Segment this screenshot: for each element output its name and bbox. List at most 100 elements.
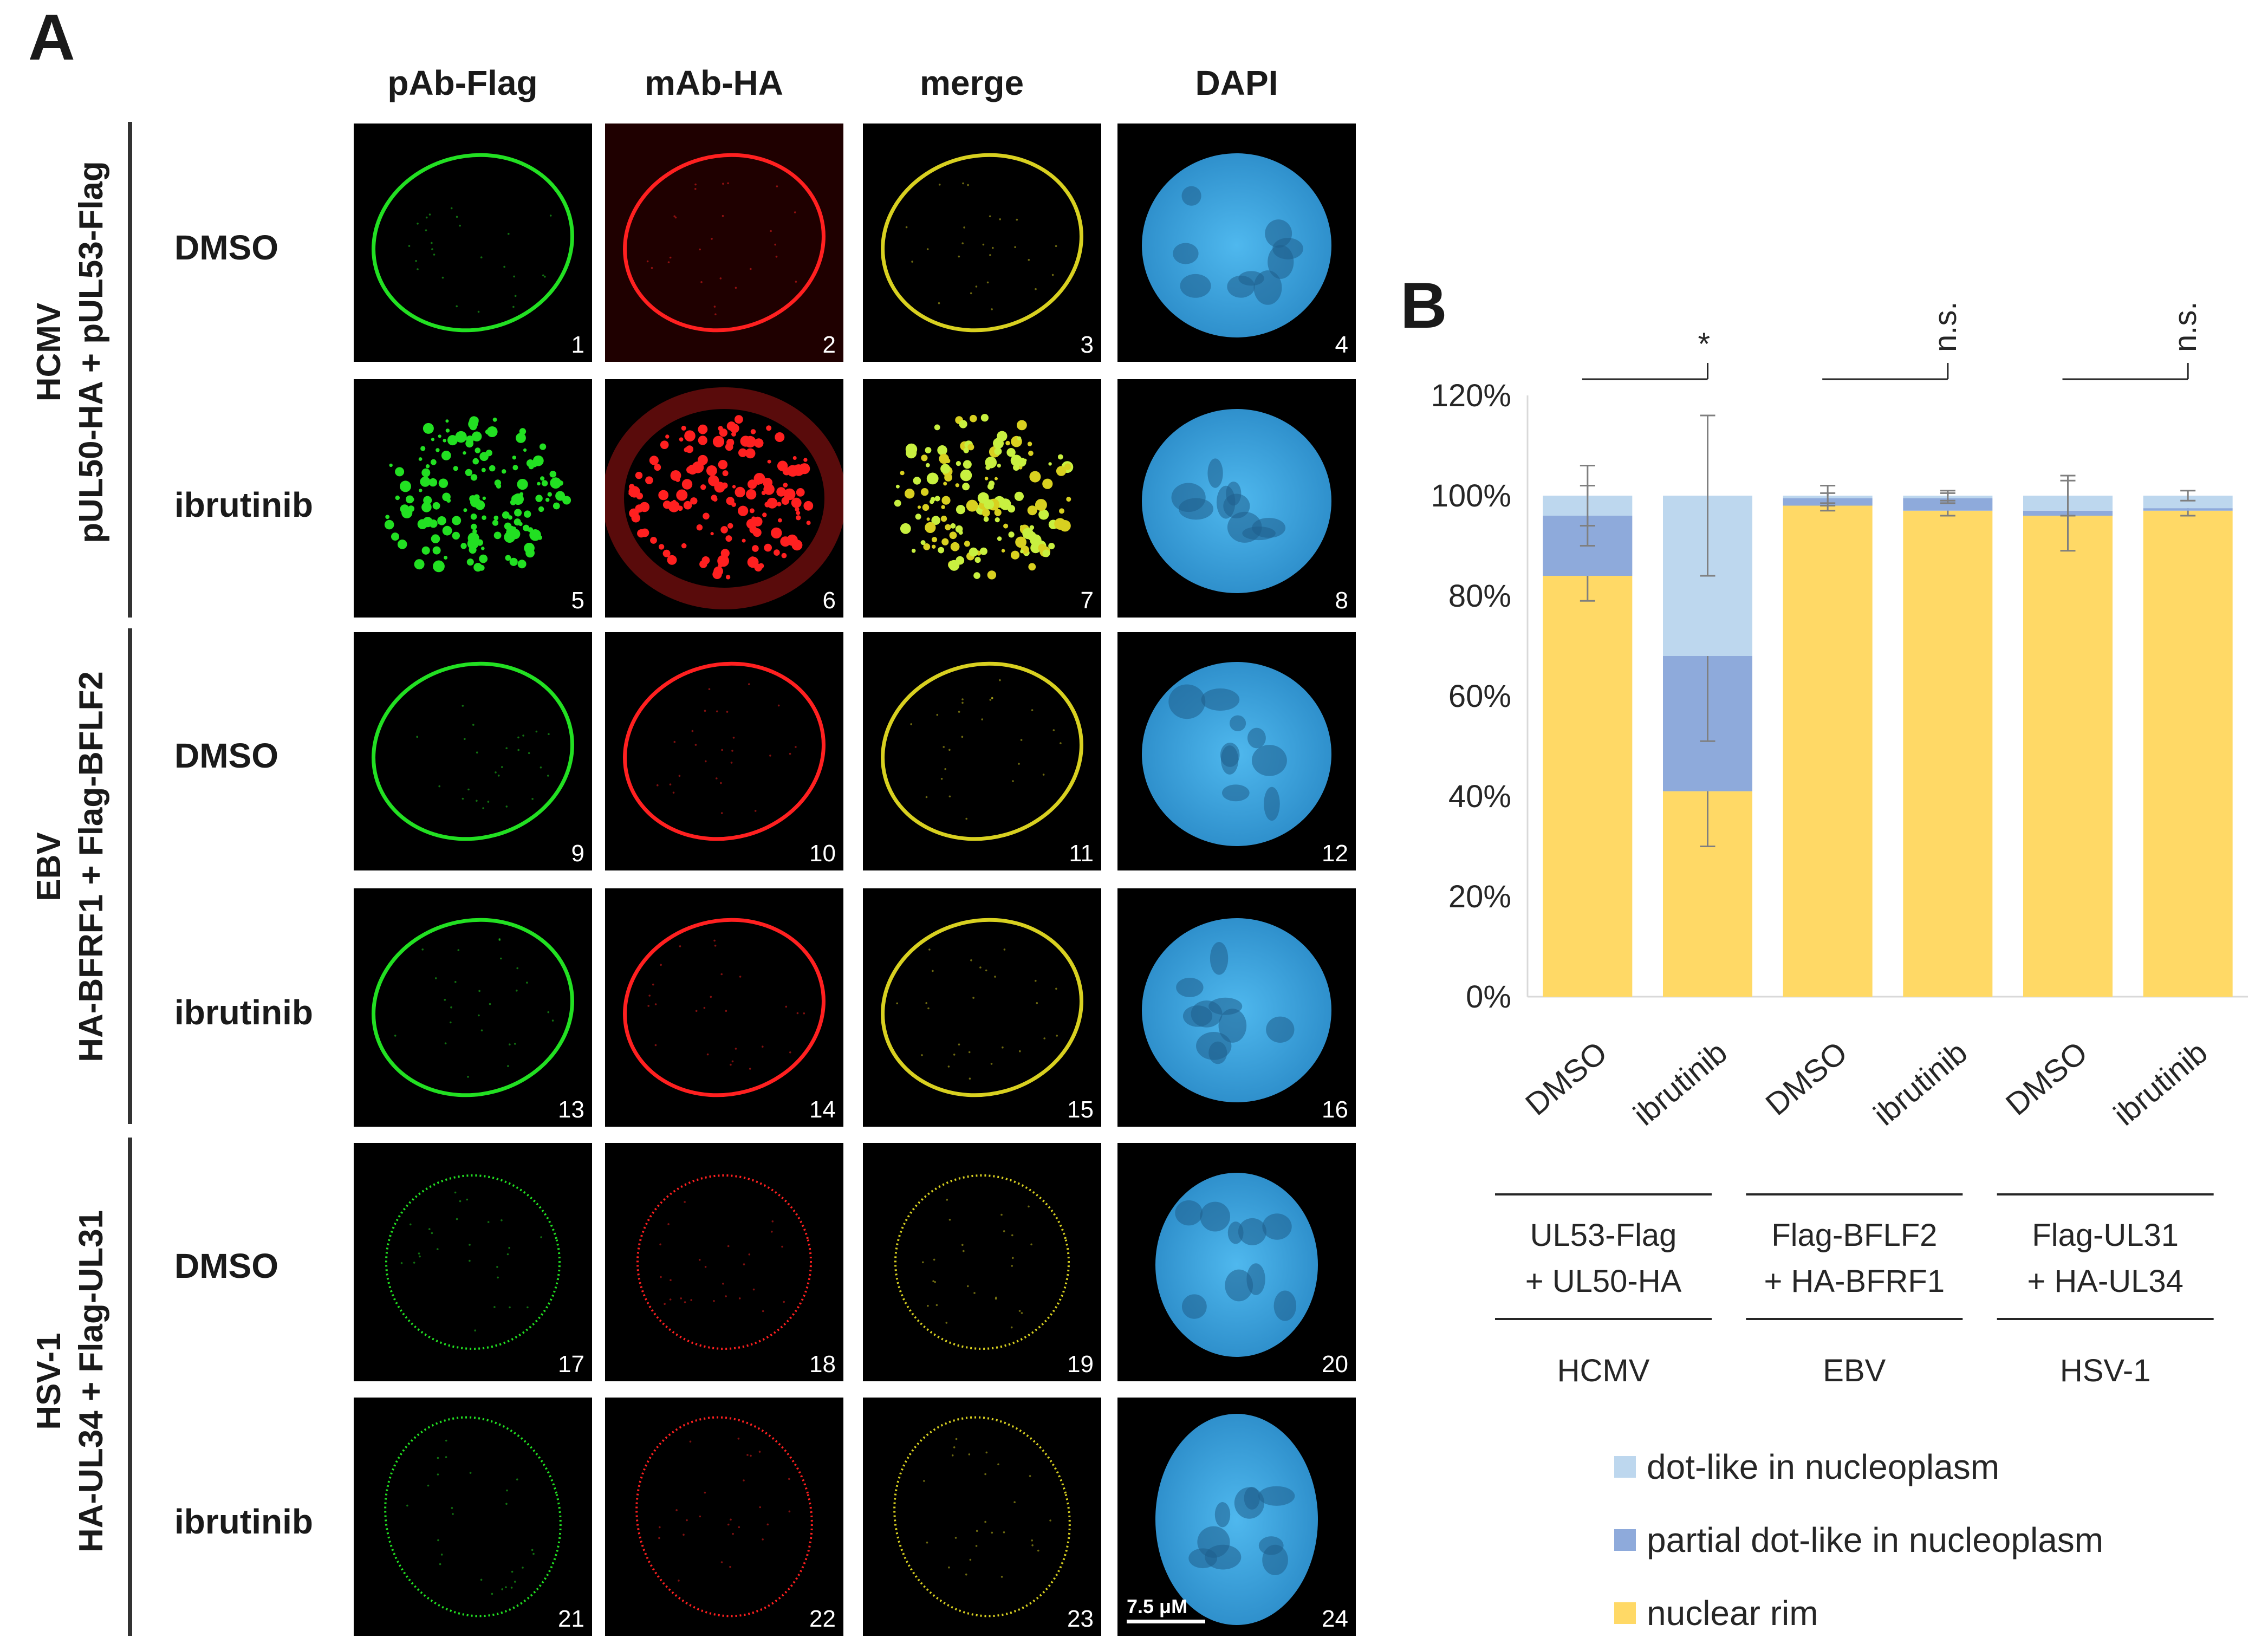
row-label: DMSO bbox=[174, 228, 278, 267]
legend-swatch bbox=[1614, 1529, 1636, 1551]
panel-number: 12 bbox=[1322, 840, 1348, 867]
panel-number: 19 bbox=[1067, 1351, 1094, 1377]
group-construct-line2: + UL50-HA bbox=[1525, 1264, 1682, 1299]
group-divider-hsv1 bbox=[128, 1138, 132, 1636]
micrograph-image bbox=[623, 918, 826, 1097]
panel-number: 24 bbox=[1322, 1606, 1348, 1632]
micrograph-image bbox=[1142, 409, 1331, 593]
panel-number: 20 bbox=[1322, 1351, 1348, 1377]
micrograph-panel-ha: 14 bbox=[605, 888, 843, 1127]
significance-label: n.s. bbox=[1928, 302, 1963, 353]
bar-segment bbox=[2143, 508, 2233, 511]
panel-number: 23 bbox=[1067, 1606, 1094, 1632]
micrograph-panel-ha: 18 bbox=[605, 1143, 843, 1381]
y-tick-label: 0% bbox=[1466, 979, 1511, 1015]
panel-number: 1 bbox=[571, 332, 584, 358]
group-divider-ebv bbox=[128, 628, 132, 1124]
panel-number: 9 bbox=[571, 840, 584, 867]
micrograph-image bbox=[605, 387, 843, 609]
micrograph-panel-merge: 3 bbox=[863, 124, 1101, 362]
column-header-dapi: DAPI bbox=[1195, 63, 1278, 102]
column-header-mab-ha: mAb-HA bbox=[645, 63, 783, 102]
micrograph-panel-dapi: 8 bbox=[1117, 379, 1356, 618]
micrograph-image bbox=[1142, 918, 1331, 1102]
panel-number: 13 bbox=[558, 1096, 584, 1123]
micrograph-panel-merge: 7 bbox=[863, 379, 1101, 618]
micrograph-panel-dapi: 20 bbox=[1117, 1143, 1356, 1381]
group-constructs: pUL50-HA + pUL53-Flag bbox=[73, 161, 110, 543]
group-virus: HCMV bbox=[30, 302, 68, 402]
panel-number: 17 bbox=[558, 1351, 584, 1377]
panel-number: 14 bbox=[809, 1096, 836, 1123]
column-header-merge: merge bbox=[919, 63, 1024, 102]
panel-number: 16 bbox=[1322, 1096, 1348, 1123]
micrograph-panel-ha: 10 bbox=[605, 632, 843, 870]
row-label: DMSO bbox=[174, 736, 278, 775]
group-virus: HSV-1 bbox=[30, 1333, 68, 1430]
micrograph-panel-dapi: 24 bbox=[1117, 1398, 1356, 1636]
y-tick-label: 80% bbox=[1448, 579, 1511, 614]
panel-number: 22 bbox=[809, 1606, 836, 1632]
panel-number: 11 bbox=[1069, 840, 1094, 867]
panel-number: 8 bbox=[1335, 587, 1348, 614]
group-construct-line2: + HA-BFRF1 bbox=[1764, 1264, 1945, 1299]
y-tick-label: 40% bbox=[1448, 779, 1511, 814]
legend-label: partial dot-like in nucleoplasm bbox=[1647, 1520, 2103, 1559]
group-divider-hcmv bbox=[128, 122, 132, 618]
micrograph-panel-ha: 2 bbox=[605, 124, 843, 362]
group-constructs: HA-BFRF1 + Flag-BFLF2 bbox=[73, 671, 110, 1062]
panel-number: 5 bbox=[571, 587, 584, 614]
group-label-ebv: EBV HA-BFRF1 + Flag-BFLF2 bbox=[28, 671, 113, 1062]
micrograph-image bbox=[636, 1174, 812, 1350]
micrograph-panel-dapi: 12 bbox=[1117, 632, 1356, 870]
micrograph-image bbox=[605, 124, 843, 362]
micrograph-panel-flag: 1 bbox=[354, 124, 592, 362]
bar-segment bbox=[2143, 496, 2233, 509]
panel-number: 15 bbox=[1067, 1096, 1094, 1123]
panel-a-letter: A bbox=[28, 1, 75, 74]
micrograph-panel-flag: 21 bbox=[354, 1398, 592, 1636]
micrograph-panel-flag: 13 bbox=[354, 888, 592, 1127]
group-label-hcmv: HCMV pUL50-HA + pUL53-Flag bbox=[28, 161, 113, 543]
y-tick-label: 20% bbox=[1448, 879, 1511, 914]
micrograph-image bbox=[1142, 153, 1331, 337]
micrograph-panel-dapi: 4 bbox=[1117, 124, 1356, 362]
row-label: DMSO bbox=[174, 1246, 278, 1285]
legend-swatch bbox=[1614, 1456, 1636, 1478]
micrograph-image bbox=[372, 661, 574, 841]
row-label: ibrutinib bbox=[174, 485, 313, 524]
panel-number: 6 bbox=[822, 587, 836, 614]
group-virus-label: HCMV bbox=[1557, 1353, 1650, 1388]
micrograph-image bbox=[881, 918, 1083, 1097]
row-label: ibrutinib bbox=[174, 993, 313, 1032]
bar-segment bbox=[1543, 576, 1633, 997]
x-tick-label: DMSO bbox=[1999, 1035, 2094, 1122]
legend-label: nuclear rim bbox=[1647, 1594, 1818, 1633]
y-tick-label: 120% bbox=[1431, 378, 1511, 413]
group-construct-line1: Flag-UL31 bbox=[2032, 1218, 2179, 1253]
micrograph-panel-merge: 15 bbox=[863, 888, 1101, 1127]
group-constructs: HA-UL34 + Flag-UL31 bbox=[73, 1210, 110, 1553]
micrograph-image bbox=[1155, 1173, 1318, 1357]
micrograph-image bbox=[384, 416, 571, 573]
bar-segment bbox=[1903, 510, 1993, 997]
micrograph-panel-flag: 17 bbox=[354, 1143, 592, 1381]
micrograph-panel-merge: 23 bbox=[863, 1398, 1101, 1636]
panel-number: 2 bbox=[822, 332, 836, 358]
bar-segment bbox=[1783, 505, 1873, 997]
panel-number: 4 bbox=[1335, 332, 1348, 358]
group-construct-line1: Flag-BFLF2 bbox=[1771, 1218, 1937, 1253]
micrograph-image bbox=[1142, 662, 1331, 846]
x-tick-label: ibrutinib bbox=[1867, 1035, 1974, 1132]
micrograph-image bbox=[894, 1174, 1070, 1350]
panel-number: 7 bbox=[1080, 587, 1094, 614]
group-construct-line2: + HA-UL34 bbox=[2027, 1264, 2183, 1299]
micrograph-panel-flag: 5 bbox=[354, 379, 592, 618]
legend-label: dot-like in nucleoplasm bbox=[1647, 1447, 1999, 1486]
row-label: ibrutinib bbox=[174, 1502, 313, 1541]
micrograph-image bbox=[385, 1174, 561, 1350]
significance-label: n.s. bbox=[2168, 302, 2203, 353]
panel-number: 21 bbox=[558, 1606, 584, 1632]
micrograph-image bbox=[372, 918, 574, 1097]
panel-number: 10 bbox=[809, 840, 836, 867]
